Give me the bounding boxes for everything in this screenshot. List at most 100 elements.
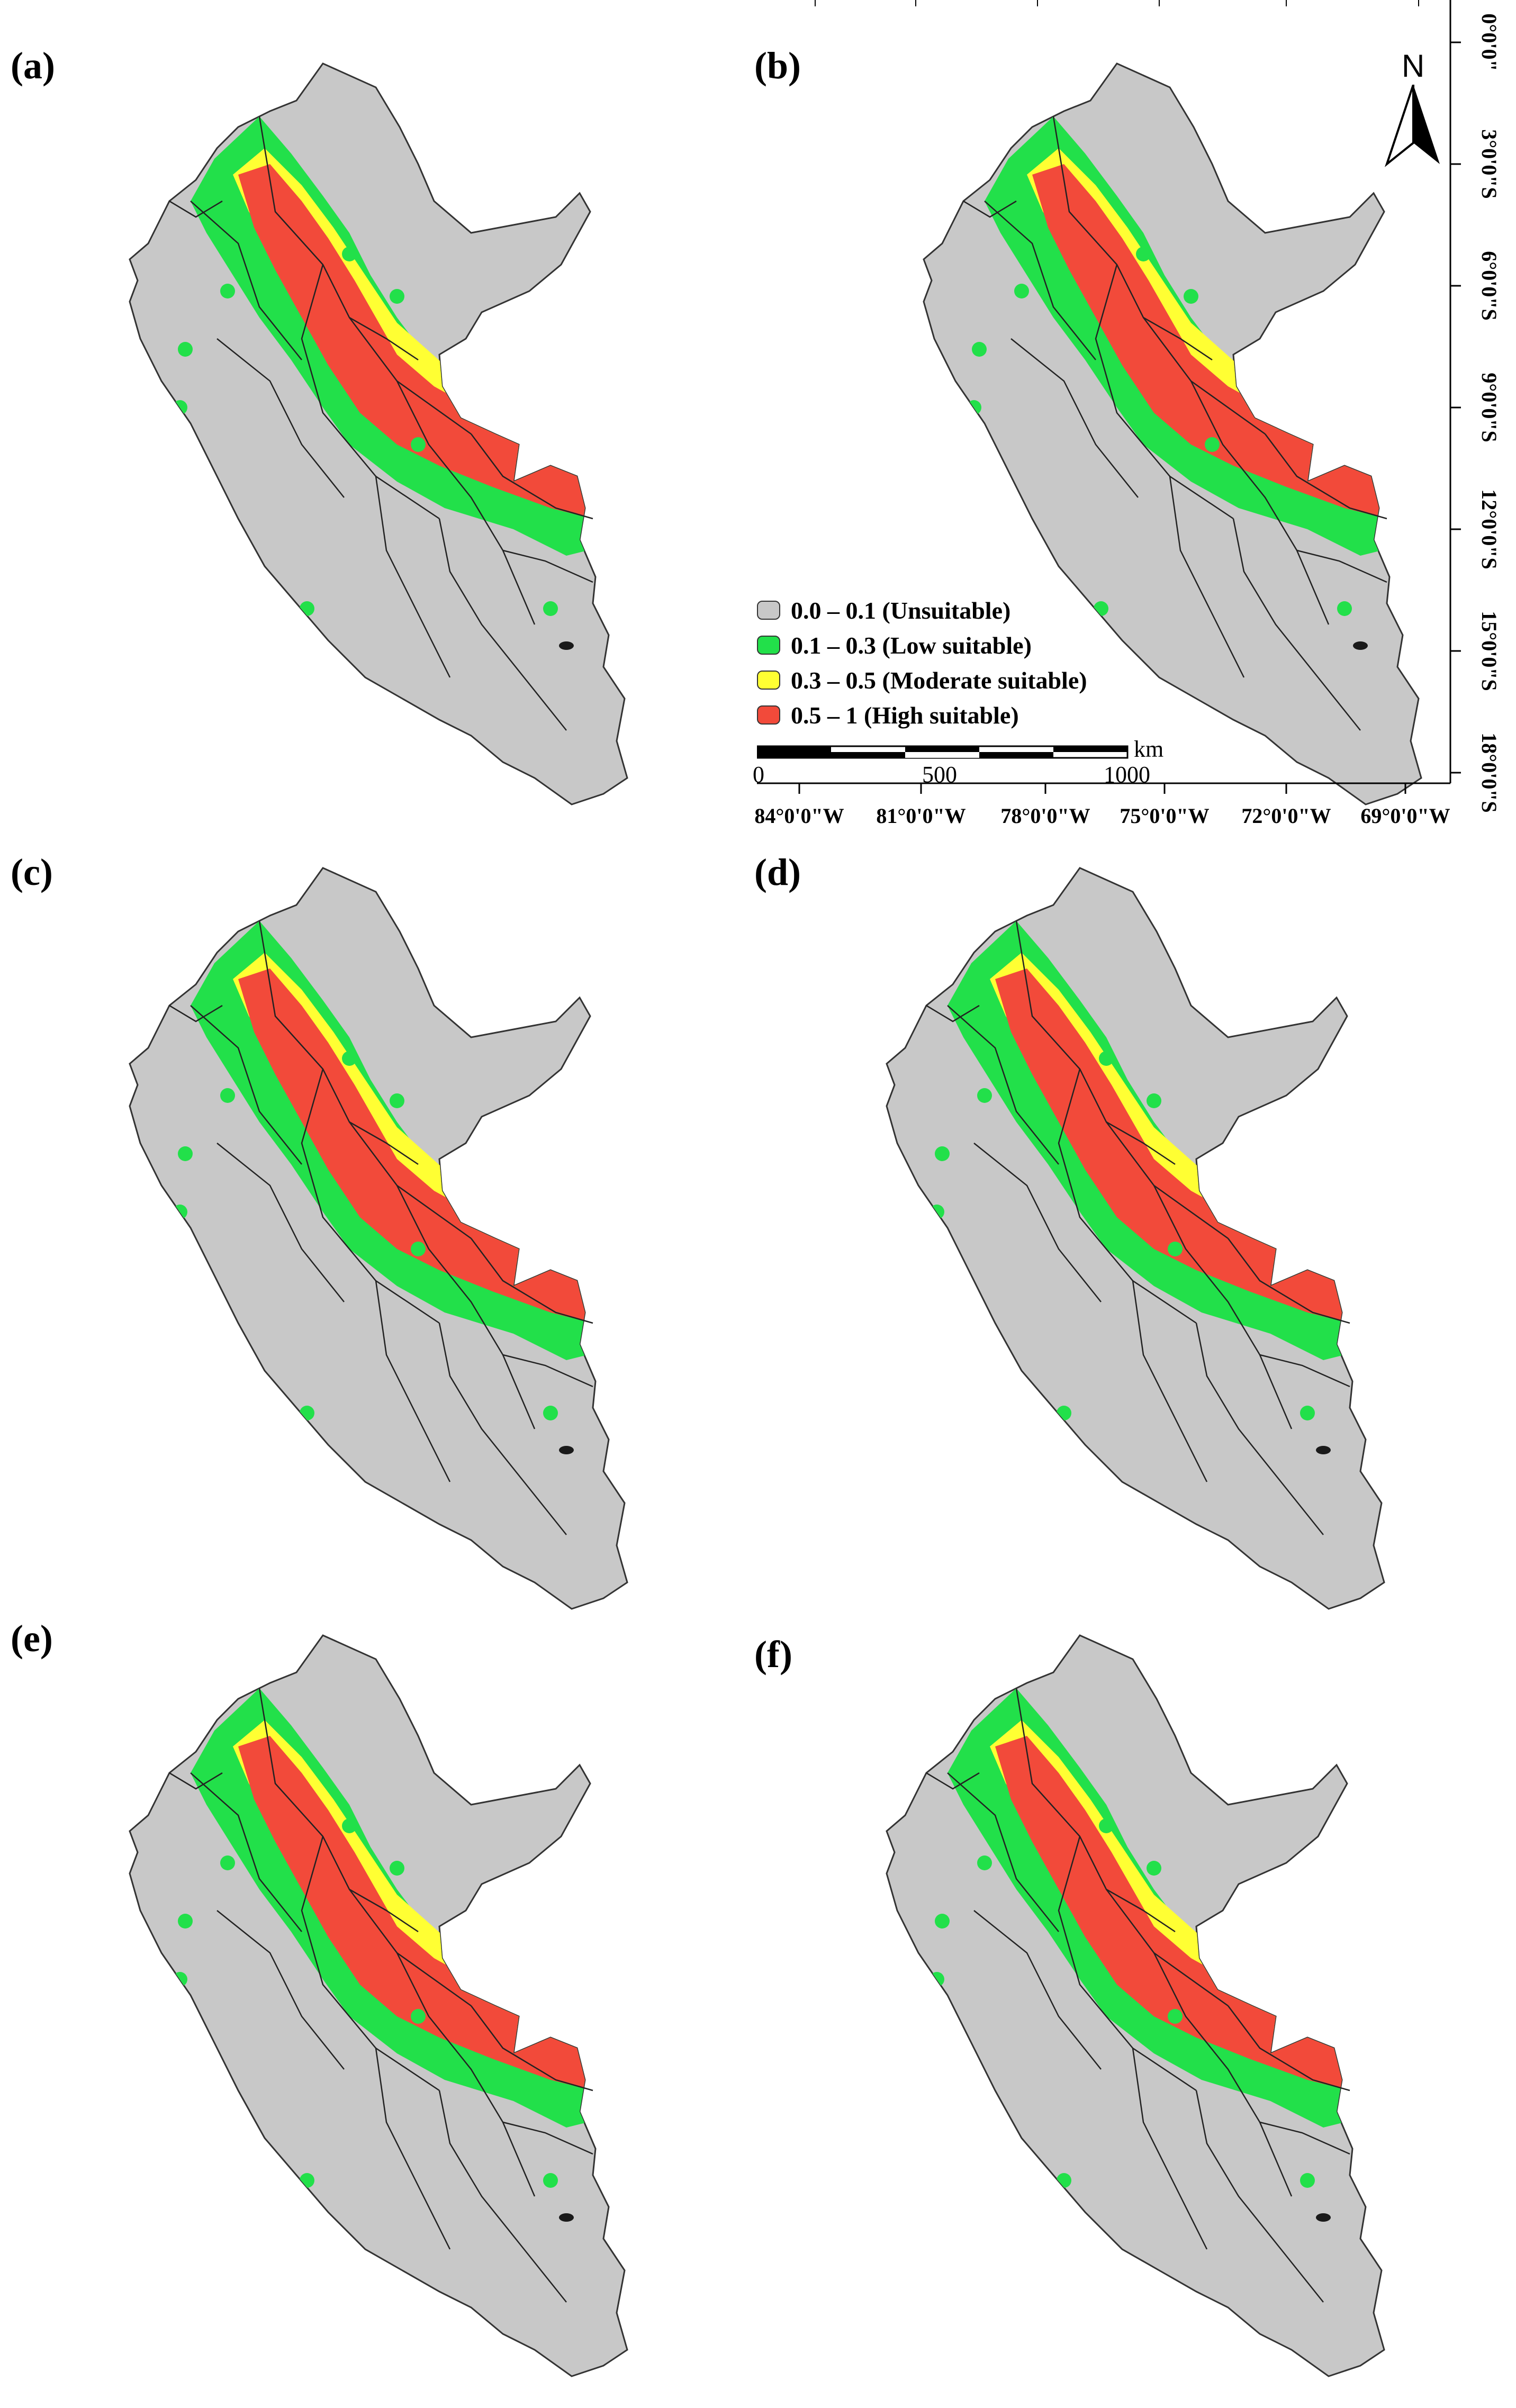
region-boundary <box>1052 116 1266 435</box>
region-boundary <box>471 1238 593 1324</box>
region-boundary <box>190 201 302 360</box>
suitability-moderate-zone-east <box>503 355 566 392</box>
region-boundary <box>502 549 593 583</box>
legend: 0.0 – 0.1 (Unsuitable) 0.1 – 0.3 (Low su… <box>757 593 1233 732</box>
map-panel-a <box>101 42 672 836</box>
lake-titicaca <box>1316 2213 1331 2222</box>
region-boundary <box>1015 920 1229 1239</box>
suitability-low-patch <box>342 247 357 261</box>
map-f <box>886 1634 1385 2377</box>
region-boundary <box>375 476 451 678</box>
suitability-moderate-zone-east <box>503 1159 566 1196</box>
legend-item-high: 0.5 – 1 (High suitable) <box>757 698 1233 732</box>
map-panel-e <box>101 1614 672 2408</box>
region-boundary <box>301 1836 440 2092</box>
legend-swatch-high <box>757 705 780 725</box>
suitability-low-patch <box>930 1972 944 1987</box>
region-boundary <box>438 1323 567 1535</box>
suitability-low-patch <box>300 601 314 616</box>
region-boundary <box>1228 2005 1350 2092</box>
suitability-low-patch <box>342 1051 357 1066</box>
region-boundary <box>973 1143 1102 1302</box>
region-boundary <box>1095 264 1234 520</box>
region-boundary <box>169 1004 223 1022</box>
region-boundary <box>1265 433 1387 520</box>
region-boundary <box>349 1121 419 1165</box>
region-boundary <box>1143 316 1213 361</box>
scale-bar-graphic <box>757 745 1129 759</box>
region-boundary <box>1010 338 1139 498</box>
suitability-low-patch <box>342 1818 357 1833</box>
legend-item-unsuitable: 0.0 – 0.1 (Unsuitable) <box>757 593 1233 628</box>
suitability-low-patch <box>225 1358 240 1373</box>
region-boundary <box>396 1185 536 1429</box>
region-boundary <box>471 2005 593 2092</box>
suitability-low-patch <box>178 1146 193 1161</box>
region-boundary <box>1190 381 1330 625</box>
region-boundary <box>1106 1888 1176 1933</box>
region-boundary <box>1296 549 1387 583</box>
map-panel-d <box>858 847 1429 1641</box>
suitability-low-patch <box>1147 1093 1161 1108</box>
map-e <box>129 1634 628 2377</box>
region-boundary <box>1195 1323 1324 1535</box>
suitability-low-patch <box>178 342 193 357</box>
suitability-low-patch <box>411 437 426 452</box>
region-boundary <box>169 1772 223 1790</box>
map-panel-f <box>858 1614 1429 2408</box>
suitability-low-patch <box>612 2162 627 2177</box>
region-boundary <box>1153 1185 1293 1429</box>
suitability-low-patch <box>612 1395 627 1410</box>
scale-tick-0: 0 <box>753 762 764 787</box>
region-boundary <box>471 433 593 520</box>
panel-label-d: (d) <box>754 851 801 893</box>
region-boundary <box>926 1004 980 1022</box>
suitability-low-patch <box>390 1093 404 1108</box>
suitability-low-patch <box>1057 2173 1071 2188</box>
latitude-label: 18°0'0"S <box>1477 732 1501 813</box>
suitability-moderate-zone-east <box>1260 1159 1323 1196</box>
longitude-label: 84°0'0"W <box>754 804 844 828</box>
suitability-low-patch <box>1369 1395 1384 1410</box>
latitude-label: 15°0'0"S <box>1477 611 1501 691</box>
region-boundary <box>1169 476 1245 678</box>
suitability-low-patch <box>1205 437 1220 452</box>
legend-label-high: 0.5 – 1 (High suitable) <box>791 701 1019 729</box>
north-arrow-icon <box>1384 85 1440 167</box>
legend-swatch-low <box>757 636 780 655</box>
suitability-low-patch <box>967 400 981 415</box>
region-boundary <box>1058 1069 1197 1324</box>
latitude-label: 12°0'0"S <box>1477 489 1501 569</box>
legend-item-low: 0.1 – 0.3 (Low suitable) <box>757 628 1233 663</box>
legend-label-low: 0.1 – 0.3 (Low suitable) <box>791 631 1032 659</box>
latitude-label: 6°0'0"S <box>1477 251 1501 321</box>
region-boundary <box>1106 1121 1176 1165</box>
suitability-low-patch <box>543 601 558 616</box>
north-arrow-label: N <box>1402 48 1425 84</box>
legend-label-moderate: 0.3 – 0.5 (Moderate suitable) <box>791 666 1087 694</box>
suitability-low-patch <box>1099 1818 1114 1833</box>
suitability-low-patch <box>1406 591 1421 605</box>
north-arrow: N <box>1382 48 1445 175</box>
suitability-low-patch <box>1057 1406 1071 1420</box>
latitude-label: 9°0'0"S <box>1477 373 1501 442</box>
suitability-low-patch <box>1014 284 1029 298</box>
region-boundary <box>190 1772 302 1932</box>
region-boundary <box>258 1688 472 2007</box>
suitability-low-patch <box>1369 2162 1384 2177</box>
legend-label-unsuitable: 0.0 – 0.1 (Unsuitable) <box>791 596 1011 624</box>
region-boundary <box>349 316 419 361</box>
suitability-low-patch <box>1147 1861 1161 1876</box>
region-boundary <box>947 1005 1059 1165</box>
panel-label-e: (e) <box>11 1617 53 1660</box>
region-boundary <box>984 201 1096 360</box>
suitability-low-zone-east <box>1228 1143 1350 1217</box>
region-boundary <box>396 381 536 625</box>
region-boundary <box>301 1069 440 1324</box>
region-boundary <box>1132 1280 1208 1482</box>
suitability-low-zone-east <box>1228 1911 1350 1985</box>
suitability-low-patch <box>977 1855 992 1870</box>
region-boundary <box>1195 2090 1324 2303</box>
suitability-low-patch <box>977 1088 992 1103</box>
suitability-low-patch <box>411 1242 426 1256</box>
